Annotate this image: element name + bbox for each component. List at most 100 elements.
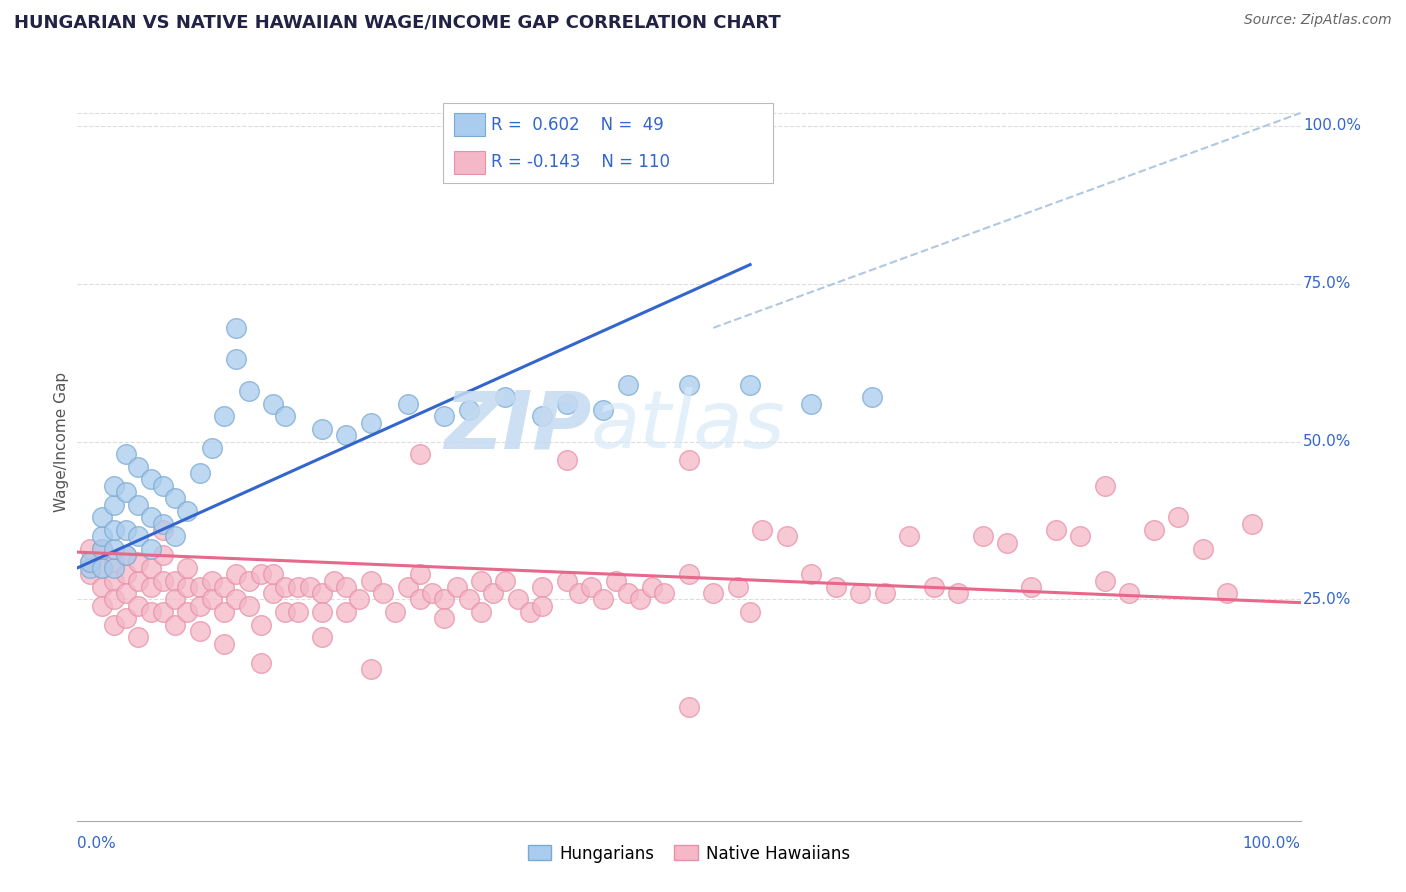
Point xyxy=(127,555,149,569)
Point xyxy=(127,498,149,512)
Point xyxy=(654,586,676,600)
Point xyxy=(555,396,578,410)
Point xyxy=(90,541,112,556)
Point xyxy=(90,561,112,575)
Point xyxy=(90,541,112,556)
Point xyxy=(212,637,235,651)
Point xyxy=(139,473,162,487)
Point xyxy=(592,592,614,607)
Point xyxy=(579,580,602,594)
Point xyxy=(409,592,432,607)
Point xyxy=(360,662,382,676)
Text: R = -0.143    N = 110: R = -0.143 N = 110 xyxy=(491,153,669,171)
Point xyxy=(470,605,492,619)
Point xyxy=(873,586,896,600)
Point xyxy=(800,396,823,410)
Point xyxy=(250,656,273,670)
Point xyxy=(335,605,357,619)
Point xyxy=(152,479,174,493)
Point xyxy=(1069,529,1091,543)
Point xyxy=(127,631,149,645)
Point xyxy=(225,320,247,334)
Point xyxy=(1094,574,1116,588)
Point xyxy=(103,541,125,556)
Point xyxy=(531,409,554,424)
Point xyxy=(495,574,517,588)
Point xyxy=(165,592,187,607)
Point xyxy=(519,605,541,619)
Point xyxy=(188,466,211,480)
Point xyxy=(201,441,224,455)
Point xyxy=(115,548,138,563)
Point xyxy=(250,617,273,632)
Point xyxy=(751,523,773,537)
Point xyxy=(1118,586,1140,600)
Point xyxy=(1167,510,1189,524)
Point xyxy=(1021,580,1043,594)
Point xyxy=(506,592,529,607)
Point xyxy=(165,617,187,632)
Point xyxy=(617,586,640,600)
Point xyxy=(79,561,101,575)
Point xyxy=(115,567,138,582)
Point xyxy=(605,574,627,588)
Point xyxy=(152,548,174,563)
Point xyxy=(287,605,309,619)
Point xyxy=(212,605,235,619)
Point xyxy=(238,574,260,588)
Point xyxy=(103,592,125,607)
Point xyxy=(776,529,799,543)
Point xyxy=(262,396,284,410)
Text: HUNGARIAN VS NATIVE HAWAIIAN WAGE/INCOME GAP CORRELATION CHART: HUNGARIAN VS NATIVE HAWAIIAN WAGE/INCOME… xyxy=(14,13,780,31)
Point xyxy=(360,416,382,430)
Point xyxy=(420,586,443,600)
Text: 100.0%: 100.0% xyxy=(1303,118,1361,133)
Point xyxy=(1143,523,1166,537)
Point xyxy=(311,586,333,600)
Point xyxy=(555,453,578,467)
Point xyxy=(287,580,309,594)
Point xyxy=(225,352,247,367)
Text: R =  0.602    N =  49: R = 0.602 N = 49 xyxy=(491,116,664,134)
Point xyxy=(176,580,198,594)
Point xyxy=(298,580,321,594)
Point xyxy=(262,567,284,582)
Point xyxy=(139,510,162,524)
Point xyxy=(176,561,198,575)
Point xyxy=(433,611,456,625)
Text: 25.0%: 25.0% xyxy=(1303,592,1351,607)
Point xyxy=(90,599,112,613)
Point xyxy=(90,510,112,524)
Point xyxy=(1216,586,1239,600)
Text: ZIP: ZIP xyxy=(444,387,591,466)
Point xyxy=(311,605,333,619)
Point xyxy=(335,428,357,442)
Point xyxy=(311,631,333,645)
Point xyxy=(127,599,149,613)
Point xyxy=(1240,516,1263,531)
Point xyxy=(165,529,187,543)
Point xyxy=(274,409,297,424)
Text: atlas: atlas xyxy=(591,387,786,466)
Point xyxy=(592,403,614,417)
Point xyxy=(103,574,125,588)
Point xyxy=(396,396,419,410)
Point xyxy=(103,523,125,537)
Point xyxy=(1191,541,1213,556)
Point xyxy=(103,617,125,632)
Point xyxy=(274,580,297,594)
Point xyxy=(1094,479,1116,493)
Point xyxy=(79,555,101,569)
Text: Source: ZipAtlas.com: Source: ZipAtlas.com xyxy=(1244,13,1392,28)
Point xyxy=(103,498,125,512)
Point xyxy=(188,624,211,639)
Point xyxy=(898,529,921,543)
Point xyxy=(678,377,700,392)
Point xyxy=(678,699,700,714)
Point xyxy=(127,574,149,588)
Point xyxy=(824,580,846,594)
Point xyxy=(165,491,187,506)
Point xyxy=(628,592,651,607)
Text: 0.0%: 0.0% xyxy=(77,837,117,852)
Point xyxy=(139,541,162,556)
